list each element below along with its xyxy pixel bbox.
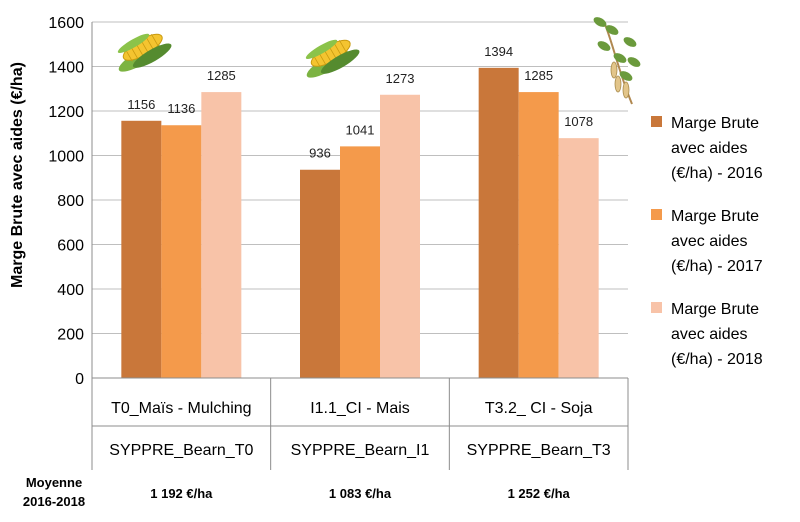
group-label: SYPPRE_Bearn_T0 [109,442,253,459]
category-label: T3.2_ CI - Soja [485,400,593,417]
data-label: 1273 [386,71,415,86]
data-label: 1078 [564,114,593,129]
legend: Marge Brute avec aides (€/ha) - 2016 Marge … [651,115,763,368]
legend-swatch [651,116,662,127]
data-label: 1394 [484,44,513,59]
y-tick-label: 0 [75,371,84,388]
bar [340,146,380,378]
data-label: 1156 [127,97,155,112]
data-label: 936 [309,146,331,161]
data-label: 1136 [167,101,195,116]
bar [161,125,202,379]
y-axis-label: Marge Brute avec aides (€/ha) [9,62,26,288]
average-label-line1: Moyenne [26,475,82,490]
group-label: SYPPRE_Bearn_T3 [467,442,611,459]
average-value: 1 252 €/ha [508,486,571,501]
y-tick-label: 800 [57,193,84,210]
legend-swatch [651,209,662,220]
bar [380,94,420,378]
legend-label: Marge Brute [671,208,759,225]
crop-icons [117,17,641,105]
bar [201,92,242,379]
category-labels: T0_Maïs - Mulching SYPPRE_Bearn_T0 I1.1_CI… [109,400,611,459]
data-labels: 1156 1136 1285 936 1041 1273 1394 1285 1078 [127,44,593,161]
bar [478,67,519,379]
category-label: I1.1_CI - Mais [310,400,410,417]
bar [518,92,559,379]
data-label: 1041 [346,122,375,137]
data-label: 1285 [524,68,553,83]
bar [121,120,162,378]
average-value: 1 083 €/ha [329,486,392,501]
corn-icon [117,33,172,72]
bar [300,169,340,378]
legend-label: (€/ha) - 2017 [671,258,763,275]
legend-label: avec aides [671,233,748,250]
y-axis-ticks: 0 200 400 600 800 1000 1200 1400 1600 [48,15,84,388]
legend-label: (€/ha) - 2018 [671,351,763,368]
y-tick-label: 1600 [48,15,84,32]
group-label: SYPPRE_Bearn_I1 [291,442,430,459]
bar [558,138,599,378]
y-tick-label: 1400 [48,60,84,77]
soybean-plant-icon [593,17,641,105]
y-tick-label: 1200 [48,104,84,121]
average-row: Moyenne 2016-2018 1 192 €/ha 1 083 €/ha 1 … [23,475,571,509]
legend-label: avec aides [671,140,748,157]
y-tick-label: 400 [57,282,84,299]
average-value: 1 192 €/ha [150,486,213,501]
y-tick-label: 1000 [48,149,84,166]
data-label: 1285 [207,68,236,83]
legend-swatch [651,302,662,313]
legend-label: Marge Brute [671,115,759,132]
corn-icon [305,39,360,78]
bars [121,67,599,379]
legend-label: Marge Brute [671,301,759,318]
legend-label: (€/ha) - 2016 [671,165,763,182]
y-tick-label: 200 [57,327,84,344]
y-tick-label: 600 [57,238,84,255]
legend-label: avec aides [671,326,748,343]
average-label-line2: 2016-2018 [23,494,85,509]
axes [91,22,629,470]
category-label: T0_Maïs - Mulching [111,400,252,417]
